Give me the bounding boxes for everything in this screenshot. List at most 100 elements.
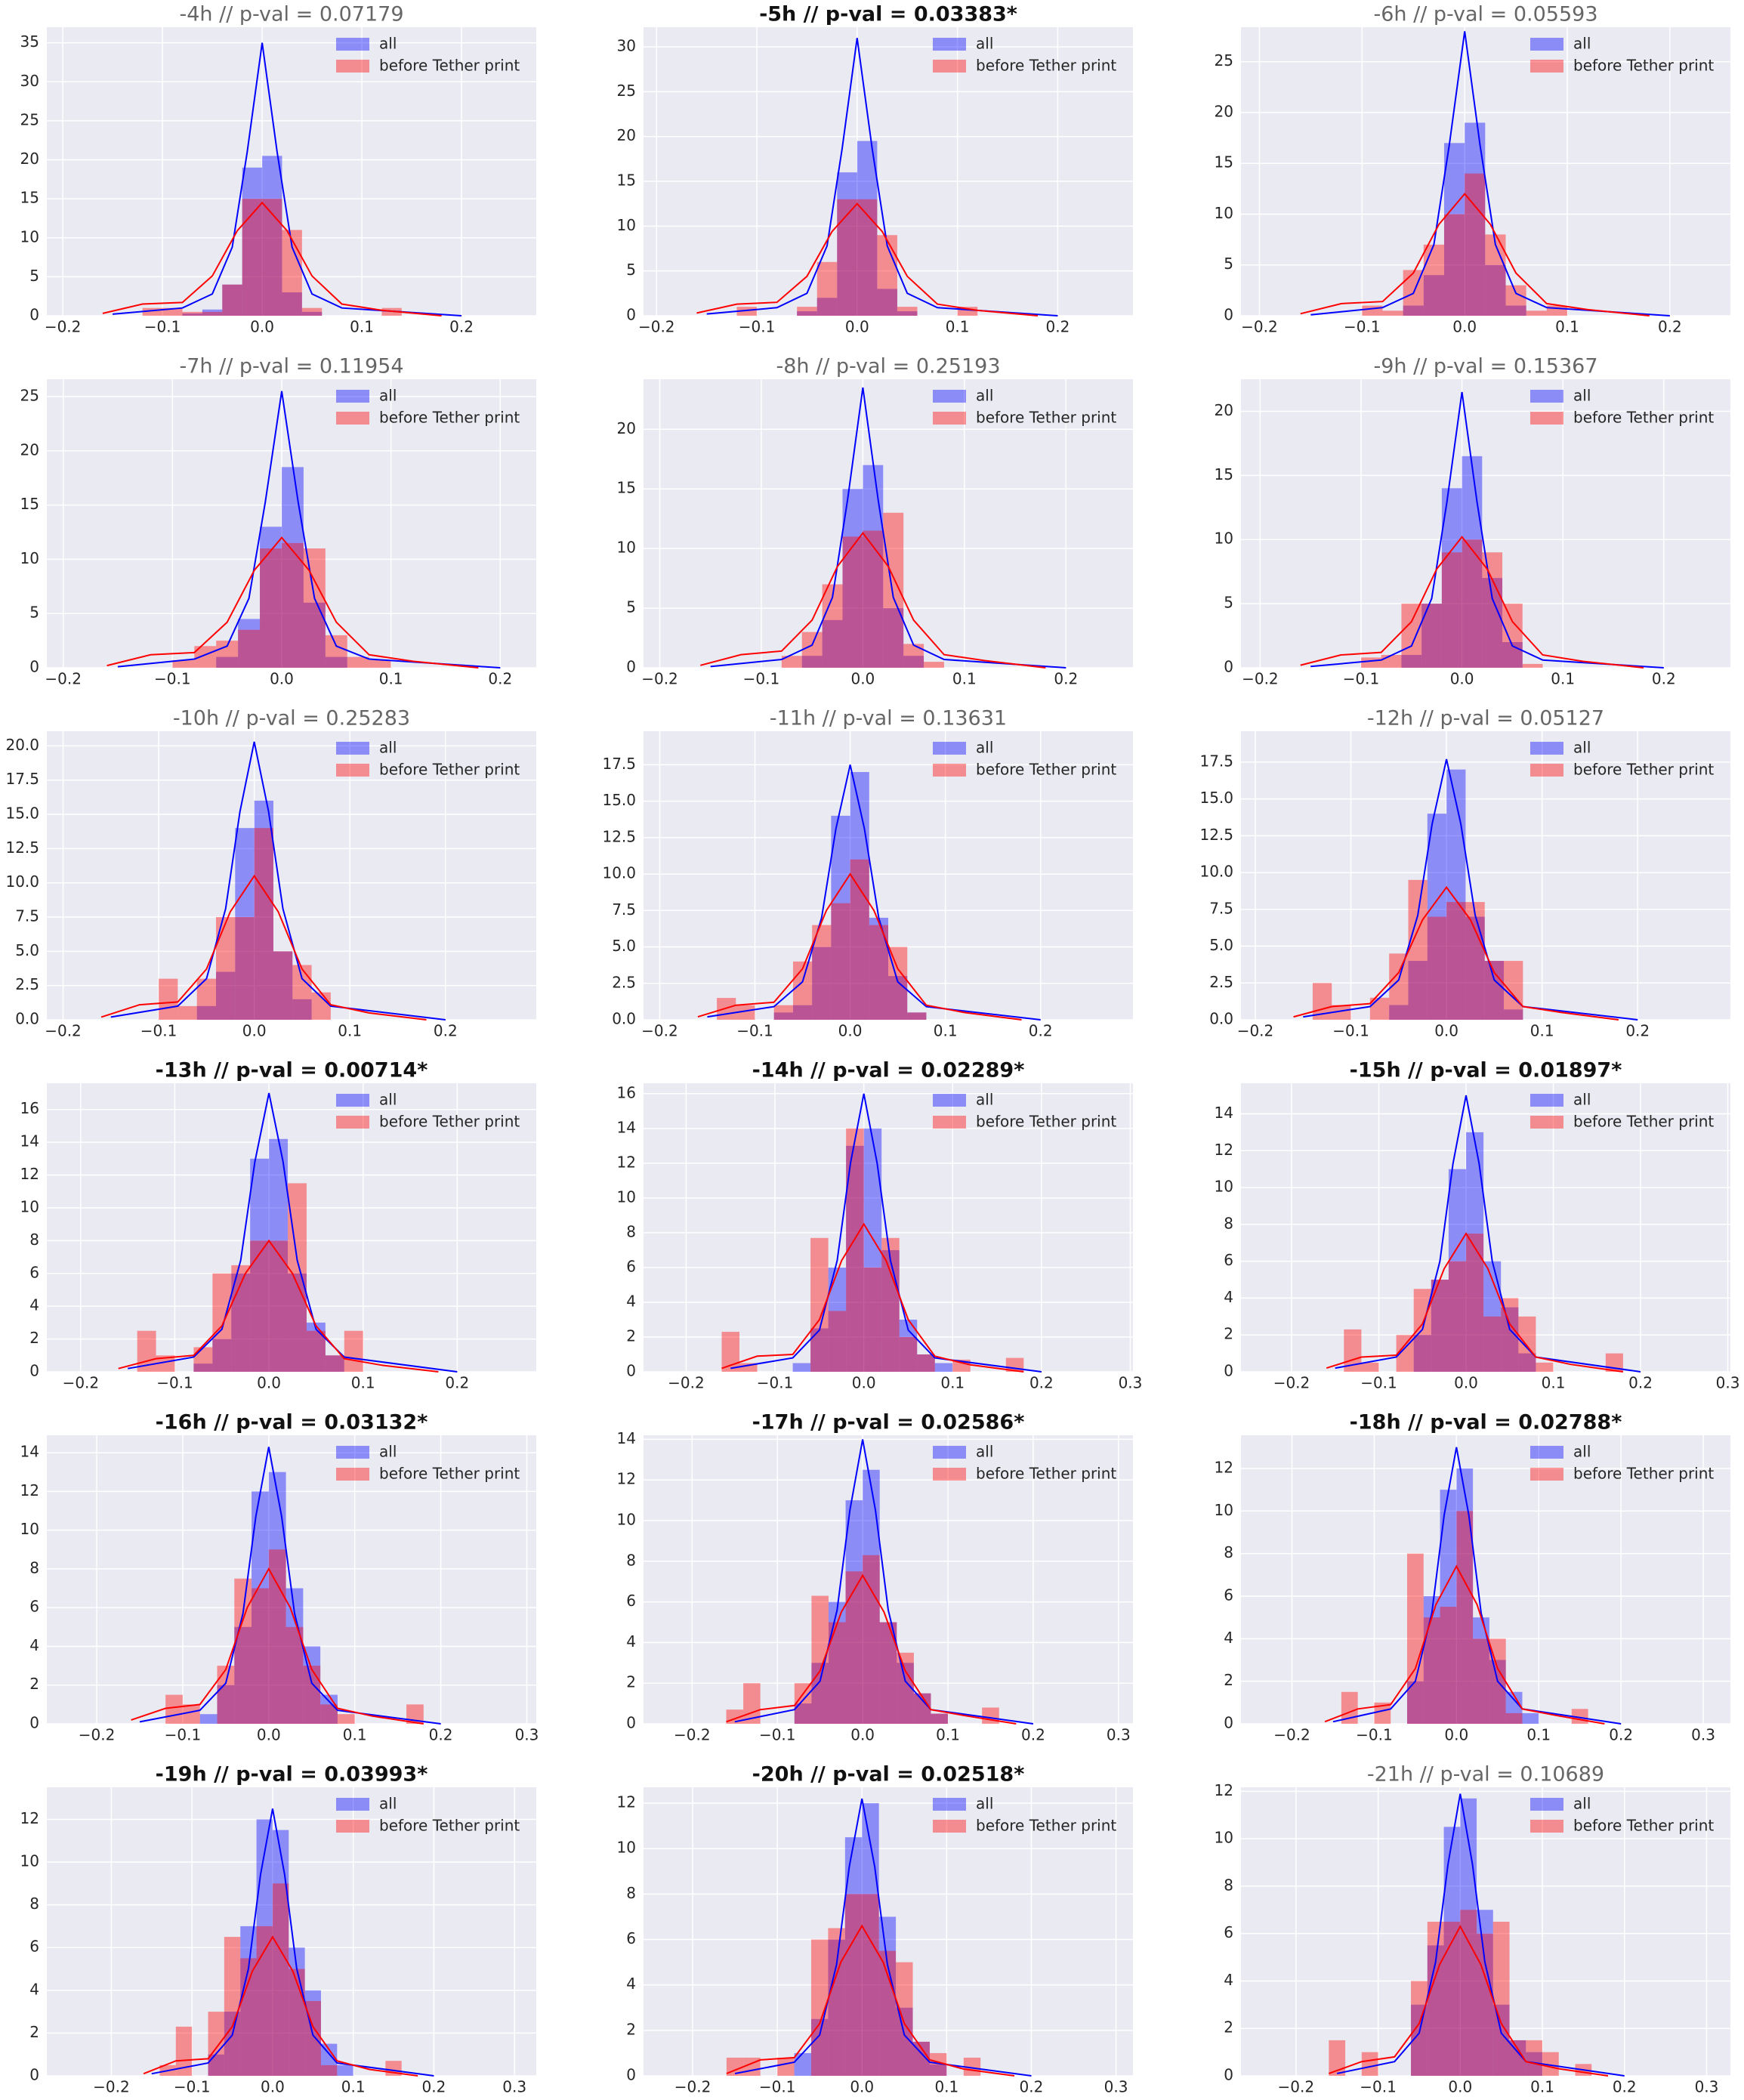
plot-background (644, 379, 1133, 668)
histogram-bar (896, 2007, 913, 2076)
histogram-bar (879, 1622, 897, 1724)
y-tick-label: 20 (1215, 401, 1233, 419)
histogram-bar (182, 1704, 200, 1724)
y-tick-label: 15.0 (602, 791, 636, 809)
histogram-bar (811, 1663, 829, 1724)
histogram-bar (337, 1714, 355, 1724)
y-tick-label: 5 (626, 598, 636, 616)
histogram-bar (1382, 310, 1403, 316)
y-tick-label: 8 (626, 1551, 636, 1569)
legend-label: before Tether print (379, 761, 520, 779)
y-tick-label: 6 (626, 1929, 636, 1947)
kde-line (1332, 1447, 1622, 1725)
y-tick-label: 0 (626, 1714, 636, 1732)
x-tick-label: 0.2 (1029, 1374, 1054, 1392)
histogram-bar (1502, 604, 1523, 668)
y-tick-label: 25 (20, 386, 39, 404)
legend-label: all (379, 35, 397, 53)
x-tick-label: −0.1 (174, 2078, 211, 2096)
histogram-bar (792, 1363, 811, 1372)
y-tick-label: 2 (29, 2023, 39, 2041)
x-tick-label: −0.1 (759, 2078, 796, 2096)
histogram-bar (896, 1962, 913, 2076)
x-tick-label: 0.3 (1104, 2078, 1128, 2096)
histogram-bar (907, 1012, 927, 1020)
kde-line (1326, 1232, 1624, 1373)
y-tick-label: 7.5 (15, 907, 39, 925)
histogram-bar (217, 1666, 235, 1724)
y-tick-label: 2 (626, 1326, 636, 1345)
y-tick-label: 5 (1224, 255, 1233, 273)
histogram-bar (1443, 1827, 1461, 2076)
histogram-bar (1360, 657, 1381, 668)
plot-background (1241, 731, 1730, 1020)
y-tick-label: 0 (29, 1362, 39, 1380)
histogram-bar (816, 261, 838, 316)
plot-background (47, 1435, 536, 1724)
x-tick-label: 0.0 (1434, 1022, 1458, 1040)
histogram-bar (303, 1666, 321, 1724)
kde-line (700, 531, 1046, 669)
legend-swatch (1530, 38, 1563, 51)
y-tick-label: 5 (1224, 594, 1233, 612)
legend-swatch (336, 764, 369, 777)
y-tick-label: 2 (1224, 1325, 1233, 1343)
plot-background (644, 1083, 1133, 1372)
histogram-bar (1473, 1617, 1489, 1724)
plot-background (1241, 1435, 1730, 1724)
y-tick-label: 2 (626, 1673, 636, 1691)
histogram-bar (301, 311, 323, 316)
y-tick-label: 6 (1224, 1586, 1233, 1604)
histogram-bar (917, 1354, 935, 1372)
y-tick-label: 12 (617, 1793, 636, 1811)
x-tick-label: −0.1 (1343, 670, 1380, 688)
histogram-bar (250, 1240, 270, 1372)
histogram-bar (269, 1240, 289, 1372)
y-tick-label: 8 (29, 1895, 39, 1913)
histogram-bar (260, 548, 282, 668)
histogram-bar (1522, 663, 1543, 668)
plot-background (47, 379, 536, 668)
histogram-bar (1448, 1169, 1467, 1372)
legend-label: all (976, 1091, 993, 1109)
histogram-bar (822, 619, 843, 668)
histogram-bar (828, 1311, 847, 1372)
y-tick-label: 12 (1215, 1458, 1233, 1476)
histogram-bar (1440, 1490, 1457, 1724)
y-tick-label: 12 (20, 1481, 39, 1499)
x-tick-label: 0.3 (1716, 1374, 1740, 1392)
x-tick-label: −0.1 (144, 318, 181, 336)
kde-line (100, 874, 427, 1021)
kde-line (726, 1573, 1017, 1725)
histogram-bar (240, 1926, 257, 2076)
histogram-bar (240, 1958, 257, 2076)
histogram-bar (238, 629, 261, 668)
histogram-bar (736, 307, 758, 316)
y-tick-label: 10 (1215, 204, 1233, 222)
histogram-bar (845, 1500, 863, 1724)
y-tick-label: 0 (29, 658, 39, 676)
y-tick-label: 25 (617, 82, 636, 100)
y-tick-label: 4 (1224, 1629, 1233, 1647)
legend-swatch (336, 60, 369, 73)
histogram-bar (165, 1694, 183, 1724)
histogram-bar (801, 632, 823, 668)
x-tick-label: −0.2 (45, 670, 82, 688)
x-tick-label: −0.2 (79, 1726, 116, 1744)
histogram-bar (883, 608, 904, 668)
legend-label: all (379, 1091, 397, 1109)
legend-label: all (1573, 35, 1591, 53)
kde-line (730, 1093, 1042, 1373)
histogram-bar (1446, 902, 1466, 1020)
x-tick-label: 0.1 (338, 1022, 362, 1040)
histogram-bar (844, 1837, 863, 2076)
legend-swatch (336, 1094, 369, 1107)
x-tick-label: 0.1 (1530, 2078, 1554, 2096)
y-tick-label: 8 (1224, 1543, 1233, 1561)
kde-line (128, 1092, 458, 1373)
y-tick-label: 0 (1224, 1714, 1233, 1732)
kde-line (143, 1935, 418, 2077)
y-tick-label: 25 (20, 110, 39, 128)
y-tick-label: 15 (20, 189, 39, 207)
legend-swatch (933, 60, 966, 73)
